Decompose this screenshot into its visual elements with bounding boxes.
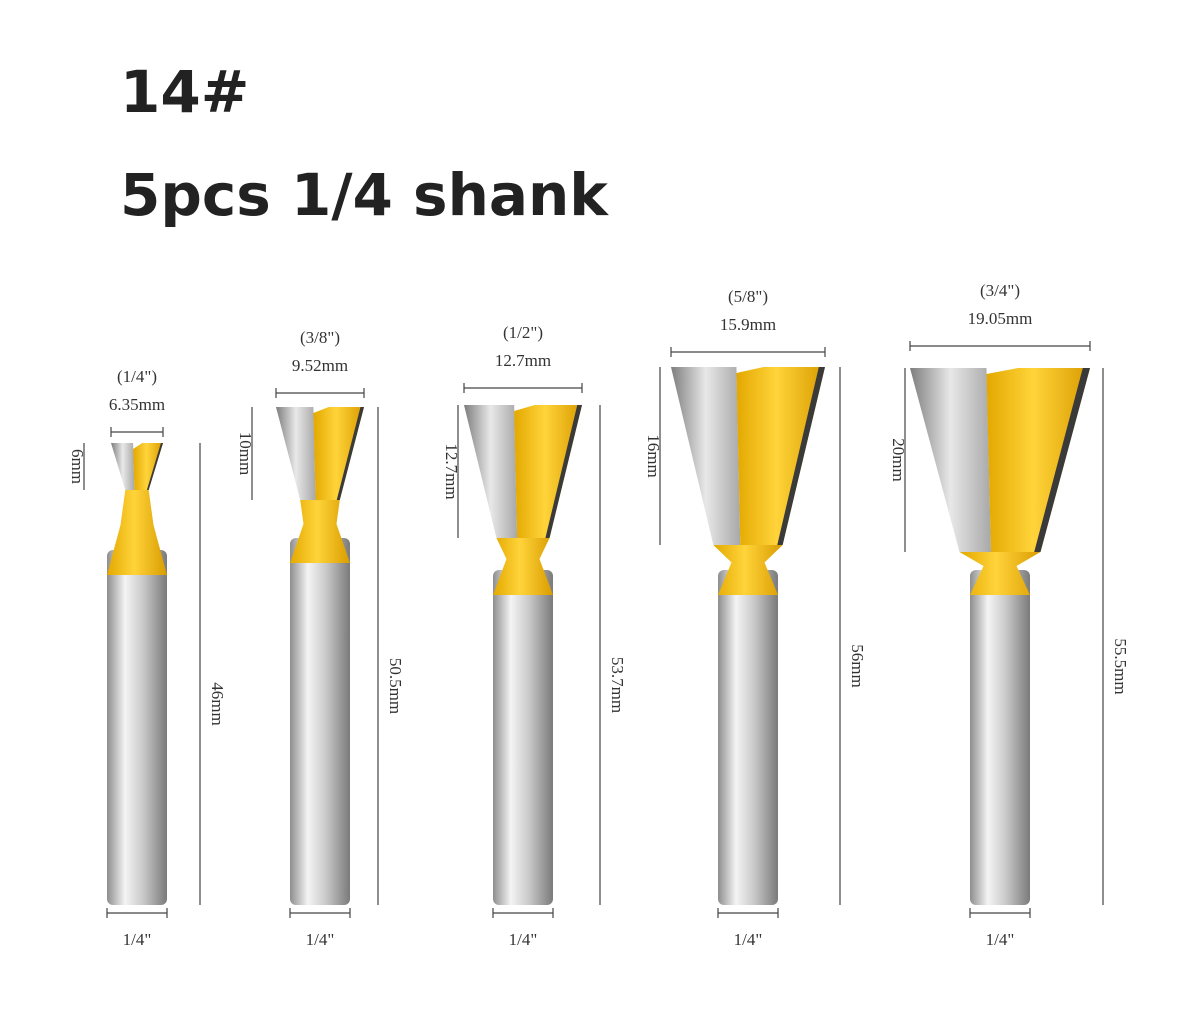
cutter-edge bbox=[146, 443, 163, 490]
neck bbox=[959, 552, 1041, 595]
diameter-label: 15.9mm bbox=[720, 315, 776, 334]
neck bbox=[290, 500, 350, 563]
cutter-blade bbox=[111, 443, 135, 490]
bits: (1/4") 6.35mm 6mm 46mm 1/4" (3/8") 9.52mm 10mm 5… bbox=[68, 281, 1130, 949]
inch-size: (5/8") bbox=[728, 287, 768, 306]
cut-height-label: 20mm bbox=[889, 438, 908, 481]
shank bbox=[290, 538, 350, 905]
shank bbox=[718, 570, 778, 905]
length-label: 53.7mm bbox=[608, 657, 627, 713]
cutter-body bbox=[736, 367, 825, 545]
cutter-body bbox=[133, 443, 163, 490]
length-label: 56mm bbox=[848, 644, 867, 687]
shank-label: 1/4" bbox=[509, 930, 538, 949]
product-subtitle: 5pcs 1/4 shank bbox=[120, 161, 609, 229]
diameter-label: 6.35mm bbox=[109, 395, 165, 414]
inch-size: (1/2") bbox=[503, 323, 543, 342]
shank bbox=[970, 570, 1030, 905]
inch-size: (3/8") bbox=[300, 328, 340, 347]
cutter-edge bbox=[777, 367, 825, 545]
cut-height-label: 10mm bbox=[236, 432, 255, 475]
length-label: 55.5mm bbox=[1111, 638, 1130, 694]
inch-size: (1/4") bbox=[117, 367, 157, 386]
shank-label: 1/4" bbox=[123, 930, 152, 949]
cut-height-label: 6mm bbox=[68, 449, 87, 484]
cutter-edge bbox=[1034, 368, 1090, 552]
cutter-body bbox=[986, 368, 1090, 552]
shank bbox=[493, 570, 553, 905]
neck bbox=[713, 545, 783, 595]
diameter-label: 19.05mm bbox=[968, 309, 1033, 328]
cutter-blade bbox=[464, 405, 518, 538]
length-label: 50.5mm bbox=[386, 658, 405, 714]
product-code: 14# bbox=[120, 58, 249, 126]
neck bbox=[493, 538, 553, 595]
shank bbox=[107, 550, 167, 905]
inch-size: (3/4") bbox=[980, 281, 1020, 300]
cutter-body bbox=[313, 407, 364, 500]
cut-height-label: 12.7mm bbox=[442, 443, 461, 499]
cutter-body bbox=[514, 405, 582, 538]
cutter-blade bbox=[910, 368, 991, 552]
neck bbox=[107, 490, 167, 575]
shank-label: 1/4" bbox=[734, 930, 763, 949]
cutter-edge bbox=[545, 405, 582, 538]
cut-height-label: 16mm bbox=[644, 434, 663, 477]
diameter-label: 12.7mm bbox=[495, 351, 551, 370]
cutter-blade bbox=[671, 367, 741, 545]
length-label: 46mm bbox=[208, 682, 227, 725]
diameter-label: 9.52mm bbox=[292, 356, 348, 375]
shank-label: 1/4" bbox=[306, 930, 335, 949]
shank-label: 1/4" bbox=[986, 930, 1015, 949]
cutter-edge bbox=[336, 407, 364, 500]
cutter-blade bbox=[276, 407, 316, 500]
